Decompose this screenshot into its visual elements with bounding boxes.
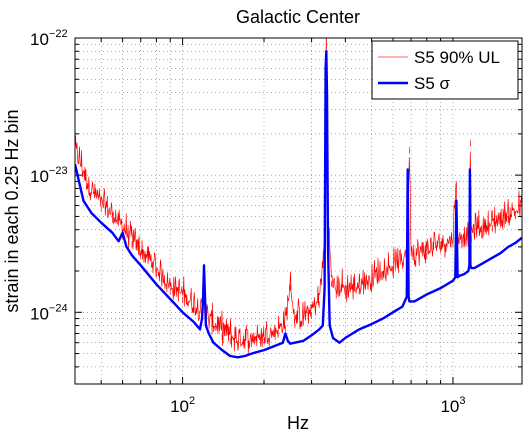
y-tick-label-base: 10 <box>30 304 49 323</box>
legend: S5 90% UL S5 σ <box>371 40 519 100</box>
y-tick-label-base: 10 <box>30 167 49 186</box>
y-tick-label-exponent: −24 <box>49 302 68 314</box>
legend-label-sigma: S5 σ <box>414 74 451 93</box>
y-tick-label-base: 10 <box>30 30 49 49</box>
plot-frame <box>74 37 523 385</box>
x-tick-label: 103 <box>440 395 465 416</box>
series-layer <box>75 38 522 359</box>
y-axis-label: strain in each 0.25 Hz bin <box>2 109 22 312</box>
chart-title: Galactic Center <box>236 7 360 27</box>
y-tick-label: 10−22 <box>30 28 68 49</box>
y-tick-label: 10−23 <box>30 165 68 186</box>
legend-box <box>371 40 519 100</box>
y-tick-label-exponent: −23 <box>49 165 68 177</box>
y-tick-label-exponent: −22 <box>49 28 68 40</box>
x-tick-label: 102 <box>170 395 195 416</box>
series-line-sigma <box>75 50 522 359</box>
x-tick-label-base: 10 <box>170 397 189 416</box>
x-tick-label-exponent: 2 <box>189 395 195 407</box>
x-axis-label: Hz <box>287 413 309 433</box>
y-tick-label: 10−24 <box>30 302 68 323</box>
legend-label-ul: S5 90% UL <box>414 48 500 67</box>
x-tick-label-base: 10 <box>440 397 459 416</box>
x-tick-label-exponent: 3 <box>459 395 465 407</box>
